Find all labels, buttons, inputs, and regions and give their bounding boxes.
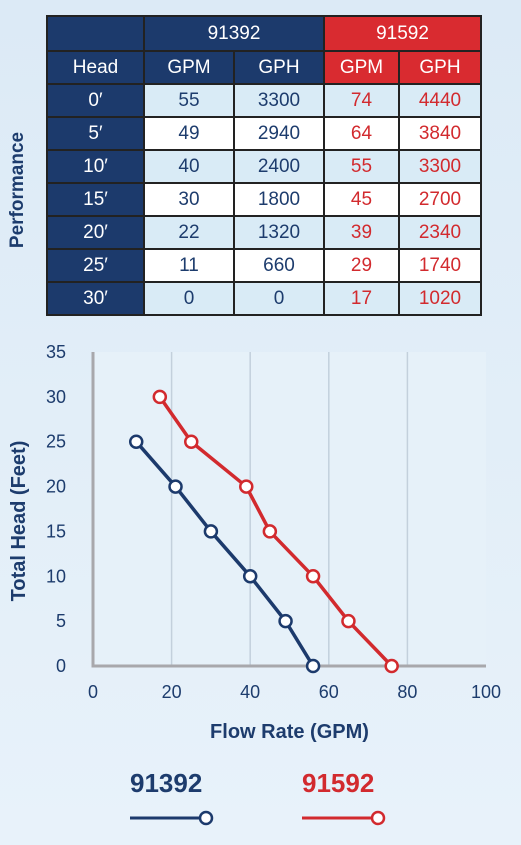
data-point-91392 xyxy=(128,434,144,449)
data-point-91592 xyxy=(262,524,278,539)
cell-91392-gph: 660 xyxy=(233,248,325,283)
cell-91392-gpm: 40 xyxy=(143,149,235,184)
cell-91592-gph: 1740 xyxy=(398,248,482,283)
x-tick-label: 20 xyxy=(162,682,182,702)
cell-head: 20′ xyxy=(46,215,145,250)
cell-91392-gph: 0 xyxy=(233,281,325,316)
group-header-91592: 91592 xyxy=(323,15,482,52)
table-row: 30′ 0 0 17 1020 xyxy=(46,281,482,316)
y-tick-label: 0 xyxy=(56,656,66,676)
x-axis-title: Flow Rate (GPM) xyxy=(210,721,369,743)
data-point-91592 xyxy=(341,613,356,629)
cell-91392-gph: 3300 xyxy=(233,83,325,118)
cell-91392-gpm: 22 xyxy=(143,215,235,250)
cell-91592-gpm: 45 xyxy=(323,182,400,217)
plot-area xyxy=(93,352,486,666)
cell-91392-gpm: 55 xyxy=(143,83,235,118)
group-header-91392: 91392 xyxy=(143,15,325,52)
x-tick-label: 40 xyxy=(240,682,260,702)
cell-91392-gpm: 11 xyxy=(143,248,235,283)
cell-head: 30′ xyxy=(46,281,145,316)
column-header-91392-gpm: GPM xyxy=(143,50,235,85)
table-corner xyxy=(46,15,145,52)
column-header-91592-gph: GPH xyxy=(398,50,482,85)
cell-head: 5′ xyxy=(46,116,145,151)
cell-head: 0′ xyxy=(46,83,145,118)
cell-91592-gpm: 74 xyxy=(323,83,400,118)
data-point-91592 xyxy=(152,389,168,405)
table-row: 20′ 22 1320 39 2340 xyxy=(46,215,482,250)
cell-91592-gpm: 55 xyxy=(323,149,400,184)
data-point-91592 xyxy=(384,658,399,674)
column-header-head: Head xyxy=(46,50,145,85)
y-tick-label: 15 xyxy=(46,521,66,541)
cell-91592-gpm: 64 xyxy=(323,116,400,151)
cell-91392-gpm: 0 xyxy=(143,281,235,316)
legend-marker-91592 xyxy=(302,810,386,826)
table-row: 10′ 40 2400 55 3300 xyxy=(46,149,482,184)
cell-91392-gph: 2940 xyxy=(233,116,325,151)
y-tick-label: 10 xyxy=(46,566,66,586)
cell-head: 15′ xyxy=(46,182,145,217)
performance-chart: 0 20 40 60 80 100 0 5 10 15 20 25 30 35 Flow Rate (GPM… xyxy=(8,342,501,743)
cell-head: 25′ xyxy=(46,248,145,283)
cell-91592-gpm: 17 xyxy=(323,281,400,316)
cell-91392-gph: 2400 xyxy=(233,149,325,184)
cell-91592-gph: 3840 xyxy=(398,116,482,151)
table-row: 25′ 11 660 29 1740 xyxy=(46,248,482,283)
y-tick-label: 30 xyxy=(46,387,66,407)
y-tick-label: 5 xyxy=(56,611,66,631)
data-point-91392 xyxy=(305,658,321,674)
series-line-91392 xyxy=(134,440,315,667)
x-tick-label: 100 xyxy=(471,682,501,702)
y-tick-label: 25 xyxy=(46,432,66,452)
table-row: 15′ 30 1800 45 2700 xyxy=(46,182,482,217)
data-point-91592 xyxy=(184,434,199,449)
y-axis-title: Total Head (Feet) xyxy=(8,441,30,602)
cell-91592-gph: 4440 xyxy=(398,83,482,118)
column-header-91592-gpm: GPM xyxy=(323,50,400,85)
cell-head: 10′ xyxy=(46,149,145,184)
x-tick-label: 80 xyxy=(397,682,417,702)
data-point-91392 xyxy=(278,613,293,629)
cell-91592-gpm: 29 xyxy=(323,248,400,283)
column-header-91392-gph: GPH xyxy=(233,50,325,85)
cell-91592-gph: 2700 xyxy=(398,182,482,217)
legend-label-91592: 91592 xyxy=(302,768,375,798)
table-row: 0′ 55 3300 74 4440 xyxy=(46,83,482,118)
y-tick-label: 20 xyxy=(46,477,66,497)
data-point-91392 xyxy=(203,524,219,539)
cell-91392-gpm: 49 xyxy=(143,116,235,151)
data-point-91392 xyxy=(242,569,258,584)
cell-91592-gph: 3300 xyxy=(398,149,482,184)
table-body: 0′ 55 3300 74 4440 5′ 49 2940 64 3840 10′ 40 2400 55 3… xyxy=(46,83,482,316)
legend-marker-91392 xyxy=(130,810,214,826)
cell-91392-gpm: 30 xyxy=(143,182,235,217)
cell-91592-gph: 1020 xyxy=(398,281,482,316)
x-tick-label: 0 xyxy=(88,682,98,702)
cell-91392-gph: 1320 xyxy=(233,215,325,250)
performance-table: 91392 91592 Head GPM GPH GPM GPH 0′ 55 330… xyxy=(46,15,482,316)
data-point-91392 xyxy=(168,479,183,494)
x-tick-label: 60 xyxy=(319,682,339,702)
cell-91592-gpm: 39 xyxy=(323,215,400,250)
data-point-91592 xyxy=(305,569,321,584)
cell-91392-gph: 1800 xyxy=(233,182,325,217)
table-side-label: Performance xyxy=(7,131,28,249)
cell-91592-gph: 2340 xyxy=(398,215,482,250)
table-row: 5′ 49 2940 64 3840 xyxy=(46,116,482,151)
data-point-91592 xyxy=(239,479,254,494)
y-tick-label: 35 xyxy=(46,342,66,362)
legend-label-91392: 91392 xyxy=(130,768,203,798)
